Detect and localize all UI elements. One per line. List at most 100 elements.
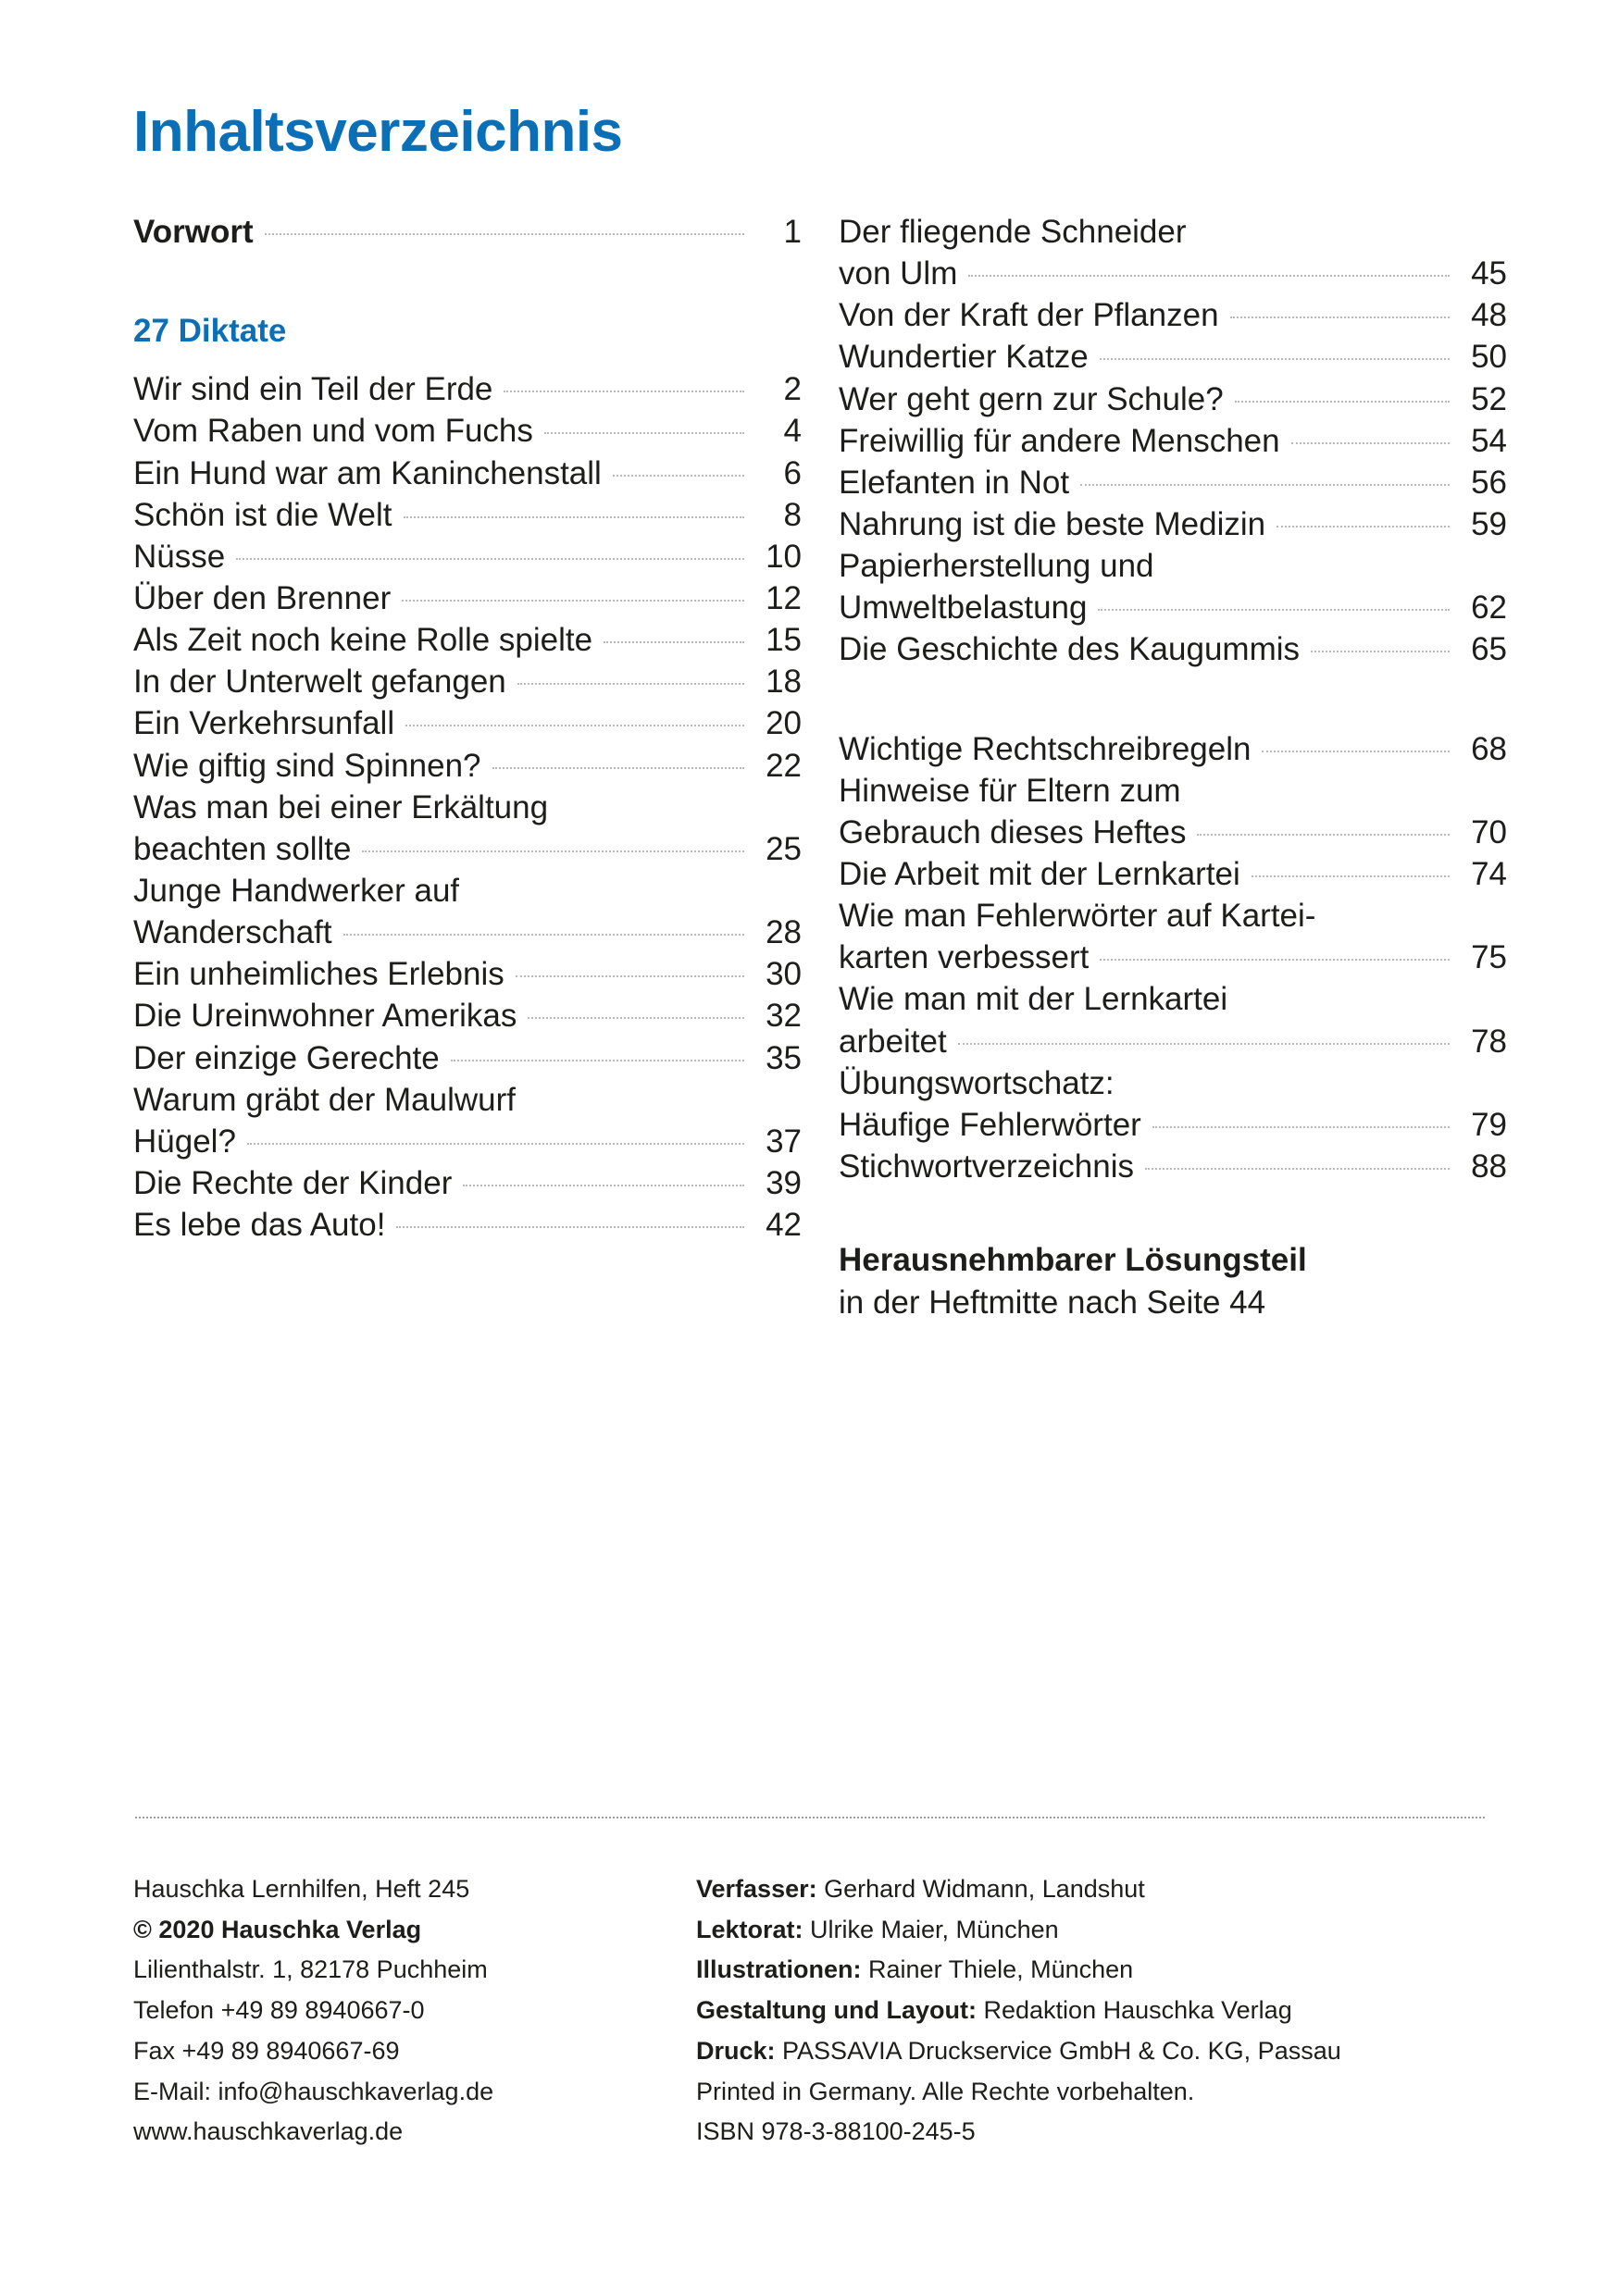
toc-entry-page: 62	[1471, 590, 1507, 627]
toc-row[interactable]: Junge Handwerker auf	[133, 870, 802, 912]
toc-row[interactable]: Der einzige Gerechte 35	[133, 1037, 802, 1079]
toc-row[interactable]: Wer geht gern zur Schule? 52	[839, 379, 1507, 420]
toc-left-column: Vorwort 1 27 Diktate Wir sind ein Teil d…	[133, 211, 802, 1246]
imprint-phone: Telefon +49 89 8940667-0	[133, 1996, 425, 2025]
toc-entry-label: Wie man Fehlerwörter auf Kartei-	[839, 898, 1316, 935]
toc-row[interactable]: Was man bei einer Erkältung	[133, 787, 802, 828]
toc-row[interactable]: Die Arbeit mit der Lernkartei 74	[839, 853, 1507, 895]
dot-leader	[246, 1142, 744, 1145]
toc-row[interactable]: Die Ureinwohner Amerikas 32	[133, 995, 802, 1036]
toc-entry-label: Von der Kraft der Pflanzen	[839, 297, 1219, 334]
imprint-copyright: © 2020 Hauschka Verlag	[133, 1910, 698, 1951]
toc-entry-page: 1	[783, 214, 802, 250]
footer-divider	[135, 1817, 1485, 1818]
toc-entry-label: Freiwillig für andere Menschen	[839, 422, 1280, 459]
toc-row[interactable]: Über den Brenner 12	[133, 577, 802, 619]
toc-row[interactable]: Vom Raben und vom Fuchs 4	[133, 410, 802, 452]
toc-row[interactable]: Hinweise für Eltern zum	[839, 770, 1507, 812]
dot-leader	[968, 275, 1450, 278]
toc-row[interactable]: Wichtige Rechtschreibregeln 68	[839, 728, 1507, 770]
toc-row[interactable]: Es lebe das Auto! 42	[133, 1204, 802, 1246]
toc-row[interactable]: Freiwillig für andere Menschen 54	[839, 420, 1507, 462]
toc-row[interactable]: Papierherstellung und	[839, 545, 1507, 587]
toc-entry-vorwort[interactable]: Vorwort 1	[133, 211, 802, 253]
toc-row[interactable]: Wie giftig sind Spinnen? 22	[133, 745, 802, 787]
toc-row[interactable]: Ein Verkehrsunfall 20	[133, 702, 802, 744]
pullout-title: Herausnehmbarer Lösungsteil	[839, 1242, 1307, 1279]
toc-entry-page: 54	[1471, 422, 1507, 459]
toc-row[interactable]: Hügel? 37	[133, 1121, 802, 1162]
dot-leader	[1277, 525, 1450, 527]
toc-entry-page: 20	[766, 705, 802, 742]
dot-leader	[517, 683, 744, 686]
toc-row[interactable]: Nahrung ist die beste Medizin 59	[839, 503, 1507, 545]
toc-entry-label: Stichwortverzeichnis	[839, 1148, 1134, 1185]
toc-entry-page: 59	[1471, 505, 1507, 542]
toc-row[interactable]: Ein Hund war am Kaninchenstall 6	[133, 453, 802, 494]
toc-entry-label: Papierherstellung und	[839, 548, 1154, 585]
toc-row[interactable]: karten verbessert 75	[839, 937, 1507, 978]
toc-row[interactable]: Der fliegende Schneider	[839, 211, 1507, 253]
toc-row[interactable]: Umweltbelastung 62	[839, 587, 1507, 628]
toc-entry-page: 2	[783, 371, 802, 408]
toc-row[interactable]: Von der Kraft der Pflanzen 48	[839, 294, 1507, 336]
toc-entry-label: Hügel?	[133, 1123, 236, 1160]
toc-row[interactable]: Schön ist die Welt 8	[133, 494, 802, 536]
imprint-left: Hauschka Lernhilfen, Heft 245 © 2020 Hau…	[133, 1869, 698, 2153]
toc-entry-label: Umweltbelastung	[839, 590, 1088, 627]
dot-leader	[236, 557, 744, 560]
dot-leader	[543, 432, 744, 435]
toc-entry-label: Junge Handwerker auf	[133, 872, 460, 909]
toc-row[interactable]: Nüsse 10	[133, 536, 802, 577]
imprint-series: Hauschka Lernhilfen, Heft 245	[133, 1875, 470, 1903]
toc-row[interactable]: Stichwortverzeichnis 88	[839, 1146, 1507, 1187]
toc-row[interactable]: In der Unterwelt gefangen 18	[133, 661, 802, 702]
dot-leader	[463, 1184, 744, 1186]
toc-row[interactable]: Wir sind ein Teil der Erde 2	[133, 368, 802, 410]
toc-entry-label: Häufige Fehlerwörter	[839, 1106, 1141, 1143]
toc-entry-page: 10	[766, 538, 802, 575]
spacer	[839, 712, 1507, 728]
dot-leader	[1229, 316, 1450, 319]
toc-entry-label: Der einzige Gerechte	[133, 1039, 440, 1076]
dot-leader	[1080, 483, 1450, 486]
imprint-layout: Gestaltung und Layout: Redaktion Hauschk…	[696, 1991, 1501, 2031]
toc-entry-page: 37	[766, 1123, 802, 1160]
toc-row[interactable]: Wanderschaft 28	[133, 912, 802, 953]
toc-entry-label: Ein unheimliches Erlebnis	[133, 956, 504, 993]
toc-row[interactable]: Die Rechte der Kinder 39	[133, 1162, 802, 1204]
toc-row[interactable]: Warum gräbt der Maulwurf	[133, 1079, 802, 1121]
toc-row[interactable]: Wundertier Katze 50	[839, 336, 1507, 378]
imprint-printed-in: Printed in Germany. Alle Rechte vorbehal…	[696, 2077, 1195, 2105]
toc-entry-label: Es lebe das Auto!	[133, 1207, 386, 1244]
toc-row[interactable]: Die Geschichte des Kaugummis 65	[839, 628, 1507, 670]
toc-row[interactable]: Ein unheimliches Erlebnis 30	[133, 953, 802, 995]
toc-entry-label: Als Zeit noch keine Rolle spielte	[133, 622, 593, 659]
toc-entry-label: Wie giftig sind Spinnen?	[133, 747, 481, 784]
toc-entry-page: 56	[1471, 464, 1507, 501]
toc-entry-label: von Ulm	[839, 255, 958, 292]
toc-entry-page: 50	[1471, 339, 1507, 376]
toc-entry-page: 18	[766, 664, 802, 701]
toc-row[interactable]: Als Zeit noch keine Rolle spielte 15	[133, 619, 802, 661]
toc-row[interactable]: Elefanten in Not 56	[839, 462, 1507, 503]
toc-entry-page: 32	[766, 998, 802, 1035]
dot-leader	[1311, 651, 1450, 653]
imprint-layout-value: Redaktion Hauschka Verlag	[977, 1996, 1292, 2025]
toc-row[interactable]: Häufige Fehlerwörter 79	[839, 1104, 1507, 1146]
toc-entry-label: Warum gräbt der Maulwurf	[133, 1081, 516, 1118]
toc-row[interactable]: Übungswortschatz:	[839, 1062, 1507, 1104]
imprint-email: E-Mail: info@hauschkaverlag.de	[133, 2077, 494, 2105]
toc-row[interactable]: Wie man mit der Lernkartei	[839, 978, 1507, 1020]
toc-entry-page: 52	[1471, 380, 1507, 417]
toc-row[interactable]: Wie man Fehlerwörter auf Kartei-	[839, 895, 1507, 937]
toc-row[interactable]: beachten sollte 25	[133, 828, 802, 870]
toc-row[interactable]: von Ulm 45	[839, 253, 1507, 294]
imprint-editor-value: Ulrike Maier, München	[803, 1915, 1059, 1943]
toc-entry-label: Der fliegende Schneider	[839, 214, 1187, 250]
toc-entry-label: Was man bei einer Erkältung	[133, 788, 549, 825]
toc-row[interactable]: Gebrauch dieses Heftes 70	[839, 812, 1507, 853]
toc-row[interactable]: arbeitet 78	[839, 1021, 1507, 1062]
spacer	[839, 671, 1507, 712]
toc-entry-page: 22	[766, 747, 802, 784]
